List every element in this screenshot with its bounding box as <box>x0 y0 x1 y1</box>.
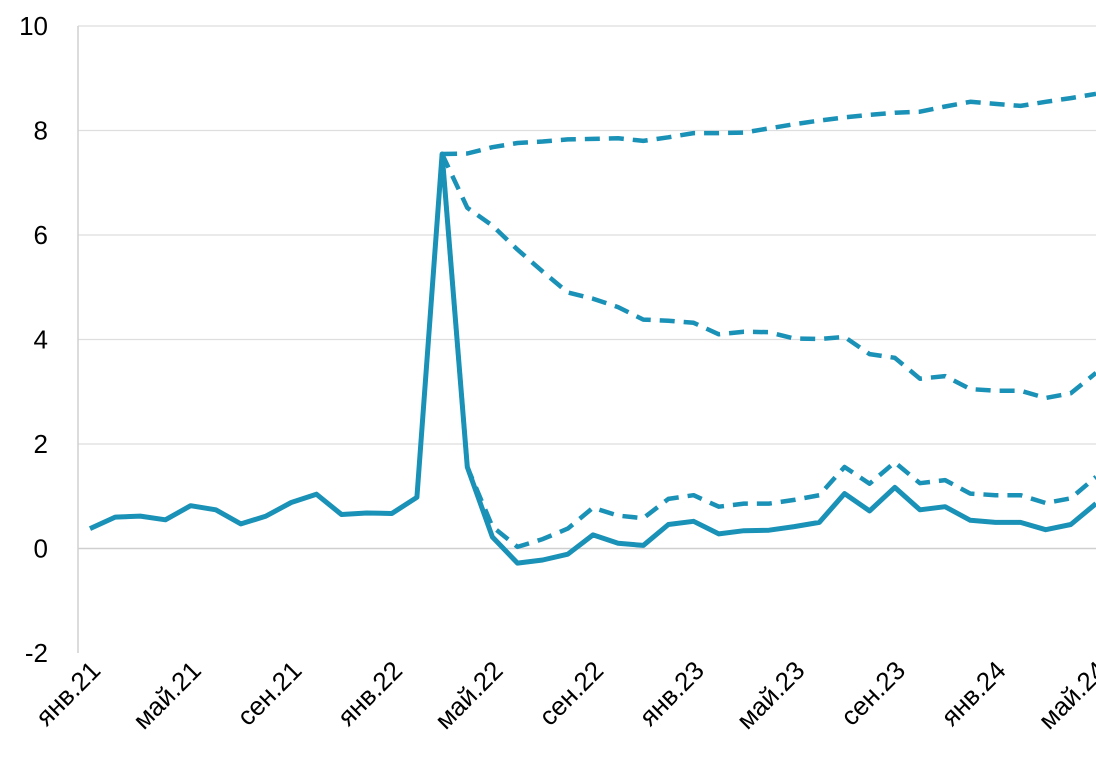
series-line-4 <box>442 91 1096 157</box>
x-tick-label: май.24 <box>1032 655 1096 735</box>
y-tick-label: -2 <box>25 638 48 668</box>
series-line-2 <box>439 153 1096 550</box>
x-tick-label: сен.22 <box>533 655 609 731</box>
x-tick-label: янв.24 <box>935 655 1012 732</box>
y-tick-label: 8 <box>34 116 48 146</box>
x-tick-label: май.22 <box>429 655 509 735</box>
y-axis: -2 0 2 4 6 8 10 <box>19 11 48 668</box>
x-tick-label: сен.23 <box>835 655 911 731</box>
x-axis: янв.21 май.21 сен.21 янв.22 май.22 сен.22 янв.… <box>30 655 1096 735</box>
y-tick-label: 4 <box>34 325 48 355</box>
x-tick-label: янв.22 <box>331 655 408 732</box>
x-tick-label: янв.23 <box>633 655 710 732</box>
grid-lines <box>78 25 1096 550</box>
x-tick-label: май.21 <box>127 655 207 735</box>
series-line-1 <box>88 151 1096 566</box>
x-tick-label: май.23 <box>731 655 811 735</box>
y-tick-label: 2 <box>34 429 48 459</box>
y-tick-label: 6 <box>34 220 48 250</box>
y-tick-label: 10 <box>19 11 48 41</box>
y-tick-label: 0 <box>34 534 48 564</box>
series-group <box>88 91 1096 566</box>
series-line-3 <box>440 153 1096 401</box>
x-tick-label: сен.21 <box>231 655 307 731</box>
